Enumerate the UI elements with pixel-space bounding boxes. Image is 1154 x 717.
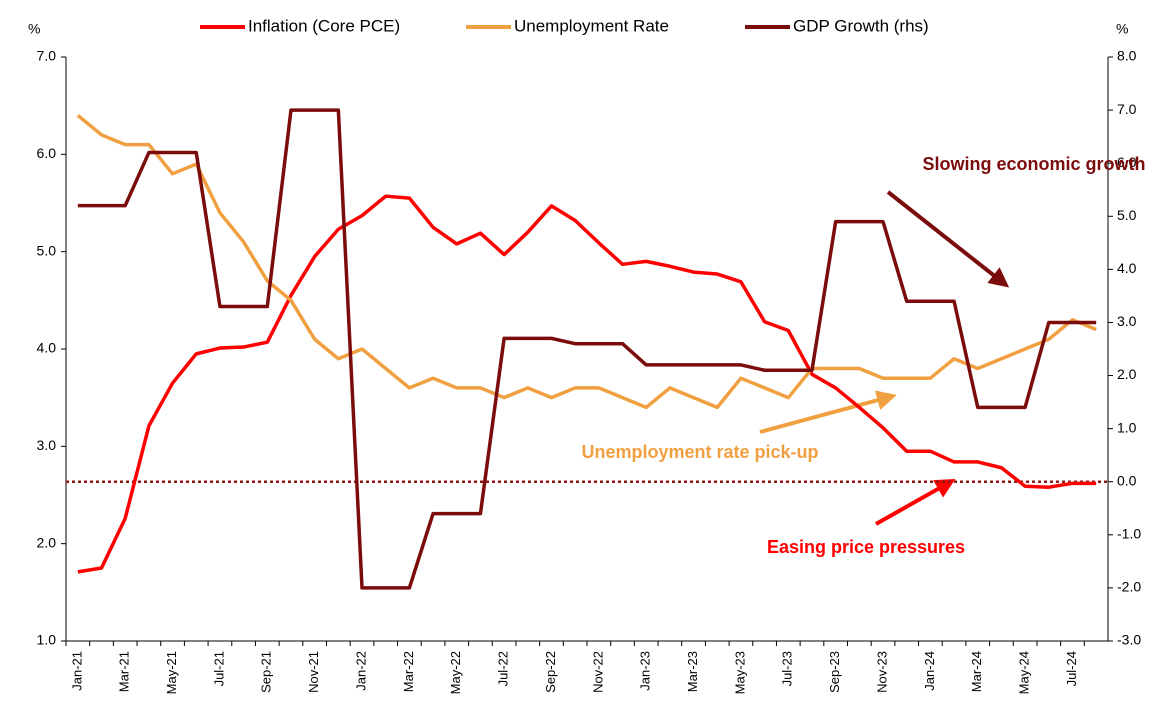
x-tick-label: Jul-24: [1064, 651, 1079, 686]
y-tick-label: 3.0: [37, 437, 57, 453]
y2-tick-label: -2.0: [1117, 579, 1141, 595]
series-line: [77, 108, 1097, 590]
x-tick-label: Nov-22: [590, 651, 605, 693]
x-tick-label: Jan-24: [922, 651, 937, 691]
annotation: Unemployment rate pick-up: [581, 442, 818, 462]
y-tick-label: 5.0: [37, 242, 57, 258]
x-tick-label: Jul-22: [496, 651, 511, 686]
x-tick-label: Mar-23: [685, 651, 700, 692]
x-tick-label: Jan-23: [638, 651, 653, 691]
y-tick-label: 1.0: [37, 632, 57, 648]
y2-tick-label: 6.0: [1117, 154, 1137, 170]
y2-tick-label: 1.0: [1117, 419, 1137, 435]
y-axis-label: %: [28, 21, 40, 37]
x-tick-label: May-23: [732, 651, 747, 694]
x-tick-label: Jan-22: [353, 651, 368, 691]
x-tick-label: Sep-23: [827, 651, 842, 693]
annotation: Slowing economic growth: [922, 154, 1145, 174]
y-tick-label: 2.0: [37, 534, 57, 550]
x-tick-label: May-22: [448, 651, 463, 694]
x-tick-label: Mar-21: [117, 651, 132, 692]
annotation-arrow: [875, 479, 956, 526]
x-tick-label: Sep-21: [259, 651, 274, 693]
y2-axis-label: %: [1116, 21, 1128, 37]
y2-tick-label: 4.0: [1117, 260, 1137, 276]
series-line: [76, 114, 1097, 410]
y-tick-label: 6.0: [37, 145, 57, 161]
legend-label: Inflation (Core PCE): [248, 16, 400, 35]
x-tick-label: Jan-21: [69, 651, 84, 691]
x-tick-label: Mar-24: [969, 651, 984, 692]
y2-tick-label: 5.0: [1117, 207, 1137, 223]
x-tick-label: May-21: [164, 651, 179, 694]
y2-tick-label: 0.0: [1117, 472, 1137, 488]
annotation: Easing price pressures: [767, 537, 965, 557]
x-tick-label: Jul-23: [780, 651, 795, 686]
annotation-arrow: [886, 190, 1010, 288]
x-tick-label: Jul-21: [211, 651, 226, 686]
legend-label: GDP Growth (rhs): [793, 16, 929, 35]
x-tick-label: Nov-21: [306, 651, 321, 693]
y2-tick-label: 7.0: [1117, 101, 1137, 117]
y2-tick-label: -3.0: [1117, 632, 1141, 648]
x-tick-label: May-24: [1017, 651, 1032, 694]
x-tick-label: Nov-23: [874, 651, 889, 693]
x-tick-label: Mar-22: [401, 651, 416, 692]
annotation-arrow: [759, 390, 897, 434]
legend-label: Unemployment Rate: [514, 16, 669, 35]
y2-tick-label: -1.0: [1117, 526, 1141, 542]
y-tick-label: 4.0: [37, 340, 57, 356]
y2-tick-label: 8.0: [1117, 48, 1137, 64]
y2-tick-label: 3.0: [1117, 313, 1137, 329]
x-tick-label: Sep-22: [543, 651, 558, 693]
y2-tick-label: 2.0: [1117, 366, 1137, 382]
series-line: [77, 194, 1097, 574]
y-tick-label: 7.0: [37, 48, 57, 64]
